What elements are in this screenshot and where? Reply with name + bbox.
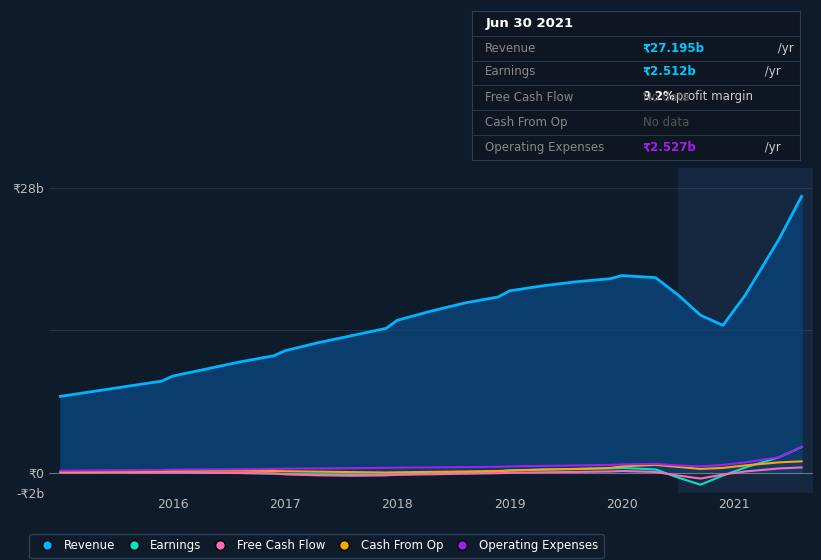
Text: No data: No data bbox=[643, 91, 689, 104]
Text: Revenue: Revenue bbox=[485, 42, 537, 55]
Text: profit margin: profit margin bbox=[672, 90, 754, 103]
Text: Cash From Op: Cash From Op bbox=[485, 116, 567, 129]
Text: /yr: /yr bbox=[774, 42, 794, 55]
Text: Operating Expenses: Operating Expenses bbox=[485, 141, 604, 154]
Text: Free Cash Flow: Free Cash Flow bbox=[485, 91, 574, 104]
Legend: Revenue, Earnings, Free Cash Flow, Cash From Op, Operating Expenses: Revenue, Earnings, Free Cash Flow, Cash … bbox=[30, 534, 603, 558]
Text: Jun 30 2021: Jun 30 2021 bbox=[485, 17, 573, 30]
Text: ₹2.527b: ₹2.527b bbox=[643, 141, 696, 154]
Bar bbox=[678, 168, 813, 493]
Text: /yr: /yr bbox=[761, 65, 781, 78]
Text: ₹2.512b: ₹2.512b bbox=[643, 65, 696, 78]
Text: No data: No data bbox=[643, 116, 689, 129]
Text: 9.2%: 9.2% bbox=[643, 90, 676, 103]
Text: /yr: /yr bbox=[761, 141, 781, 154]
Text: ₹27.195b: ₹27.195b bbox=[643, 42, 705, 55]
Text: Earnings: Earnings bbox=[485, 65, 537, 78]
